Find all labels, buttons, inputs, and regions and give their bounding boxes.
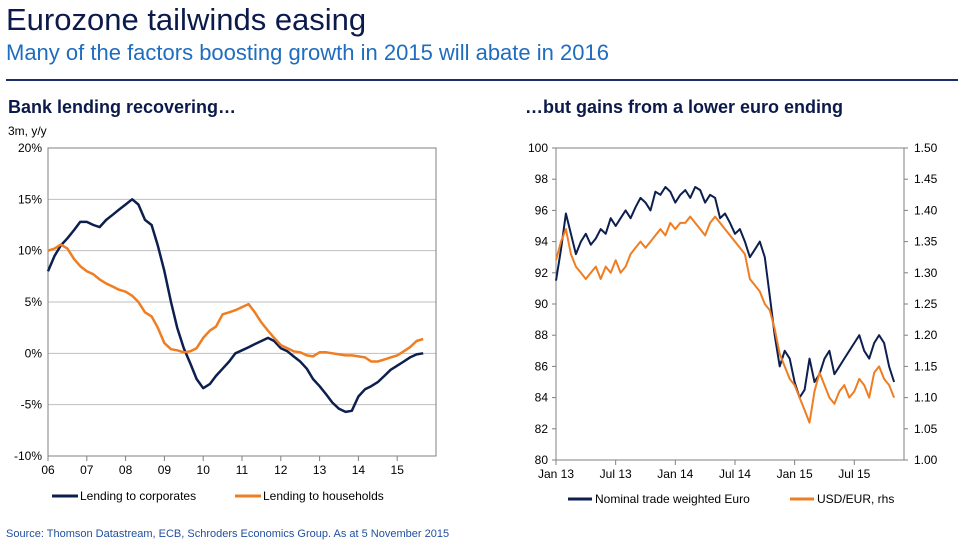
y-tick-label: 86 xyxy=(535,359,549,373)
x-tick-label: Jan 15 xyxy=(777,467,813,481)
legend-label: USD/EUR, rhs xyxy=(817,492,894,506)
x-tick-label: 06 xyxy=(41,463,55,477)
y2-tick-label: 1.30 xyxy=(914,266,938,280)
y-tick-label: 92 xyxy=(535,266,549,280)
y-tick-label: 80 xyxy=(535,453,549,467)
x-tick-label: Jan 13 xyxy=(538,467,574,481)
x-tick-label: 07 xyxy=(80,463,94,477)
y2-tick-label: 1.25 xyxy=(914,297,938,311)
legend-label: Nominal trade weighted Euro xyxy=(595,492,750,506)
x-tick-label: 12 xyxy=(274,463,288,477)
x-tick-label: Jul 15 xyxy=(838,467,870,481)
plot-frame xyxy=(555,147,905,461)
y2-tick-label: 1.10 xyxy=(914,391,938,405)
x-tick-label: 08 xyxy=(119,463,133,477)
page-subtitle: Many of the factors boosting growth in 2… xyxy=(6,40,609,65)
x-tick-label: 09 xyxy=(158,463,172,477)
y-tick-label: -5% xyxy=(21,398,43,412)
y-tick-label: 96 xyxy=(535,203,549,217)
y-tick-label: 88 xyxy=(535,328,549,342)
legend-label: Lending to households xyxy=(263,489,384,503)
series-line-1 xyxy=(47,243,424,363)
y-tick-label: 15% xyxy=(18,192,42,206)
series-line-1 xyxy=(555,215,896,424)
y-tick-label: 100 xyxy=(528,141,548,155)
x-tick-label: Jul 13 xyxy=(600,467,632,481)
y-tick-label: 5% xyxy=(25,295,43,309)
y-tick-label: 0% xyxy=(25,346,43,360)
left-chart-unit-label: 3m, y/y xyxy=(8,124,47,138)
y-tick-label: 94 xyxy=(535,235,549,249)
title-divider xyxy=(6,79,958,81)
right-chart-title: …but gains from a lower euro ending xyxy=(525,97,844,117)
y2-tick-label: 1.15 xyxy=(914,359,938,373)
y-tick-label: 84 xyxy=(535,391,549,405)
series-line-0 xyxy=(46,198,424,414)
y-tick-label: 82 xyxy=(535,422,549,436)
x-tick-label: Jul 14 xyxy=(719,467,751,481)
y2-tick-label: 1.20 xyxy=(914,328,938,342)
source-note: Source: Thomson Datastream, ECB, Schrode… xyxy=(6,528,450,540)
y2-tick-label: 1.50 xyxy=(914,141,938,155)
series-line-0 xyxy=(555,186,896,399)
y-tick-label: 98 xyxy=(535,172,549,186)
y2-tick-label: 1.35 xyxy=(914,235,938,249)
y2-tick-label: 1.00 xyxy=(914,453,938,467)
y-tick-label: -10% xyxy=(14,449,42,463)
x-tick-label: 15 xyxy=(391,463,405,477)
y2-tick-label: 1.40 xyxy=(914,203,938,217)
x-tick-label: 14 xyxy=(352,463,366,477)
x-tick-label: 11 xyxy=(236,463,249,477)
legend-label: Lending to corporates xyxy=(80,489,196,503)
left-chart-title: Bank lending recovering… xyxy=(8,97,237,117)
page-title: Eurozone tailwinds easing xyxy=(6,2,367,37)
y2-tick-label: 1.05 xyxy=(914,422,938,436)
y-tick-label: 10% xyxy=(18,244,42,258)
x-tick-label: 13 xyxy=(313,463,327,477)
y-tick-label: 90 xyxy=(535,297,549,311)
y2-tick-label: 1.45 xyxy=(914,172,938,186)
y-tick-label: 20% xyxy=(18,141,42,155)
x-tick-label: Jan 14 xyxy=(657,467,693,481)
x-tick-label: 10 xyxy=(197,463,211,477)
